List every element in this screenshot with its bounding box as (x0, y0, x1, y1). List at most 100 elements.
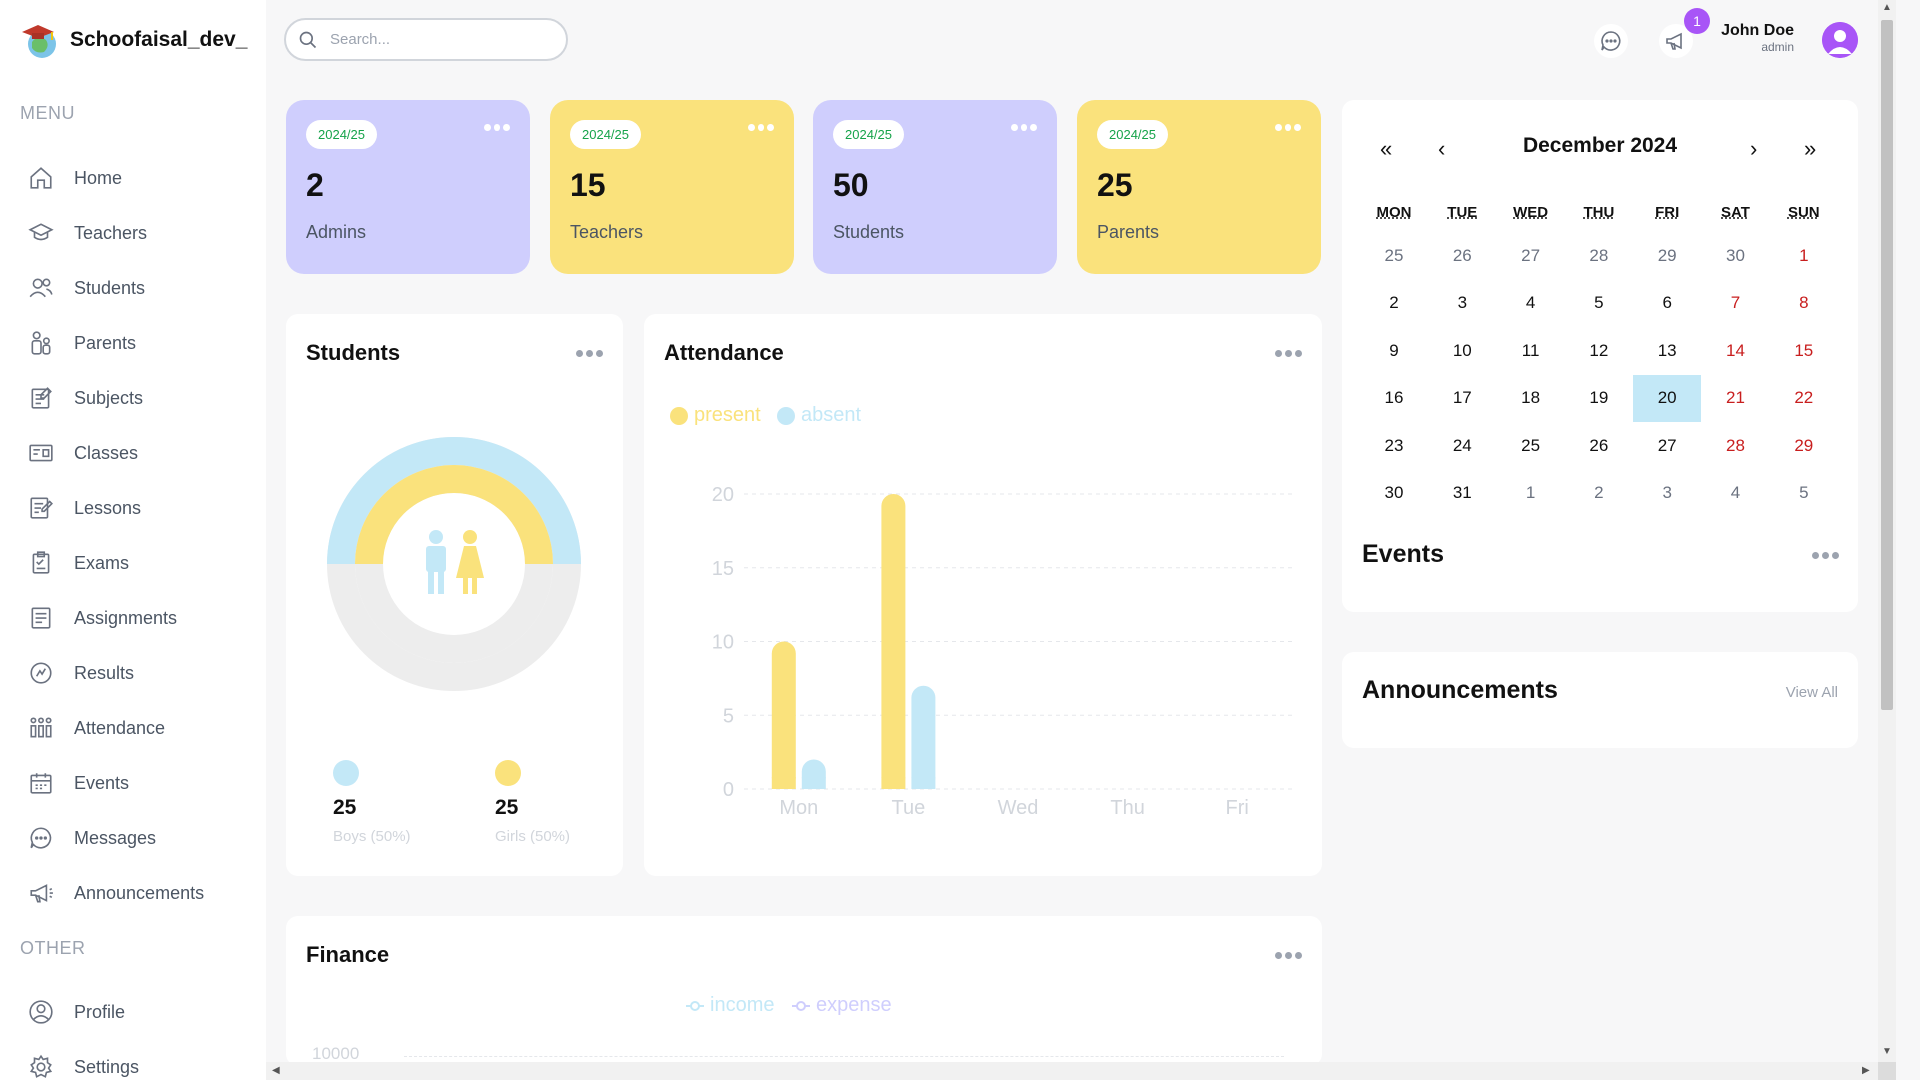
more-icon[interactable] (748, 124, 775, 134)
logo[interactable]: Schoofaisal_dev_ (20, 20, 247, 60)
calendar-day[interactable]: 23 (1384, 435, 1404, 455)
calendar-day[interactable]: 25 (1384, 245, 1404, 265)
legend-expense[interactable]: expense (792, 994, 892, 1017)
sidebar-item-home[interactable]: Home (28, 158, 248, 198)
calendar-weekday: THU (1583, 204, 1615, 221)
calendar-day[interactable]: 12 (1589, 340, 1609, 360)
avatar[interactable] (1822, 22, 1858, 58)
more-icon[interactable] (1011, 124, 1038, 134)
calendar-day[interactable]: 31 (1452, 483, 1472, 502)
vertical-scrollbar[interactable]: ▲ ▼ (1878, 0, 1896, 1062)
sidebar-item-subjects[interactable]: Subjects (28, 378, 248, 418)
calendar-day[interactable]: 15 (1794, 340, 1814, 360)
sidebar-item-profile[interactable]: Profile (28, 992, 248, 1032)
calendar-next-year-button[interactable]: » (1804, 136, 1817, 161)
calendar-day[interactable]: 5 (1799, 483, 1809, 502)
calendar-day[interactable]: 1 (1799, 245, 1809, 265)
messages-button[interactable] (1594, 24, 1628, 58)
calendar-day[interactable]: 21 (1726, 388, 1745, 407)
calendar-day[interactable]: 5 (1594, 293, 1604, 312)
view-all-link[interactable]: View All (1785, 684, 1838, 701)
more-icon[interactable] (484, 124, 511, 134)
more-icon[interactable] (576, 350, 603, 357)
calendar-day[interactable]: 27 (1521, 245, 1541, 265)
calendar-day[interactable]: 13 (1657, 340, 1677, 360)
calendar-day[interactable]: 26 (1589, 435, 1609, 455)
scroll-up-icon[interactable]: ▲ (1882, 2, 1892, 13)
scroll-right-icon[interactable]: ▶ (1862, 1065, 1870, 1076)
calendar-day[interactable]: 28 (1726, 435, 1745, 455)
calendar-day[interactable]: 10 (1452, 340, 1472, 360)
more-icon[interactable] (1275, 124, 1302, 134)
horizontal-scrollbar[interactable]: ◀ ▶ (266, 1062, 1878, 1080)
scroll-down-icon[interactable]: ▼ (1882, 1046, 1892, 1057)
bar-absent-tue[interactable] (911, 685, 936, 789)
gender-radial-chart (327, 437, 582, 691)
search-input[interactable] (330, 31, 550, 48)
sidebar-item-exams[interactable]: Exams (28, 543, 248, 583)
profile-icon (28, 999, 54, 1025)
calendar-day[interactable]: 29 (1657, 245, 1677, 265)
calendar-day[interactable]: 29 (1794, 435, 1814, 455)
calendar-day[interactable]: 27 (1657, 435, 1677, 455)
legend-absent[interactable]: absent (777, 404, 861, 427)
legend-present[interactable]: present (670, 404, 761, 427)
stat-label: Teachers (570, 222, 644, 242)
calendar-panel (1342, 100, 1858, 612)
events-more-icon[interactable] (1812, 552, 1839, 559)
calendar-day[interactable]: 4 (1730, 483, 1741, 502)
calendar-day[interactable]: 25 (1521, 435, 1541, 455)
calendar-day[interactable]: 2 (1389, 293, 1399, 312)
calendar-prev-year-button[interactable]: « (1380, 136, 1393, 161)
calendar-day[interactable]: 6 (1662, 293, 1672, 312)
calendar-day[interactable]: 17 (1452, 388, 1472, 407)
sidebar-item-results[interactable]: Results (28, 653, 248, 693)
calendar-day[interactable]: 30 (1384, 483, 1404, 502)
attendance-icon (28, 715, 54, 741)
sidebar-item-assignments[interactable]: Assignments (28, 598, 248, 638)
sidebar-item-settings[interactable]: Settings (28, 1047, 248, 1080)
sidebar-item-teachers[interactable]: Teachers (28, 213, 248, 253)
stat-card-parents: 2024/25 25 Parents (1077, 100, 1321, 274)
sidebar-item-students[interactable]: Students (28, 268, 248, 308)
sidebar-item-events[interactable]: Events (28, 763, 248, 803)
sidebar-item-attendance[interactable]: Attendance (28, 708, 248, 748)
scroll-left-icon[interactable]: ◀ (272, 1065, 280, 1076)
boys-label: Boys (50%) (333, 828, 411, 845)
sidebar: Schoofaisal_dev_ MENU Home Teachers Stud… (0, 0, 266, 1080)
calendar-day[interactable]: 3 (1662, 483, 1672, 502)
calendar-day[interactable]: 26 (1452, 245, 1472, 265)
calendar-day[interactable]: 30 (1726, 245, 1745, 265)
scrollbar-thumb[interactable] (1881, 20, 1893, 710)
more-icon[interactable] (1275, 952, 1302, 959)
bar-present-mon[interactable] (771, 641, 796, 790)
sidebar-item-lessons[interactable]: Lessons (28, 488, 248, 528)
legend-income[interactable]: income (686, 994, 774, 1017)
calendar-day[interactable]: 9 (1389, 340, 1399, 360)
calendar-day[interactable]: 16 (1384, 388, 1404, 407)
bar-present-tue[interactable] (881, 494, 906, 789)
calendar-day[interactable]: 1 (1525, 483, 1536, 502)
stat-label: Students (833, 222, 905, 242)
calendar-day[interactable]: 20 (1633, 374, 1702, 422)
calendar-next-month-button[interactable]: › (1750, 136, 1758, 161)
calendar-day[interactable]: 28 (1589, 245, 1609, 265)
sidebar-item-classes[interactable]: Classes (28, 433, 248, 473)
calendar-day[interactable]: 11 (1521, 340, 1540, 360)
calendar-day[interactable]: 22 (1794, 388, 1814, 407)
more-icon[interactable] (1275, 350, 1302, 357)
sidebar-item-messages[interactable]: Messages (28, 818, 248, 858)
calendar-day[interactable]: 4 (1525, 293, 1536, 312)
calendar-prev-month-button[interactable]: ‹ (1438, 136, 1446, 161)
calendar-day[interactable]: 19 (1589, 388, 1609, 407)
sidebar-item-parents[interactable]: Parents (28, 323, 248, 363)
calendar-day[interactable]: 14 (1726, 340, 1745, 360)
calendar-day[interactable]: 2 (1594, 483, 1604, 502)
calendar-day[interactable]: 18 (1521, 388, 1541, 407)
sidebar-item-announcements[interactable]: Announcements (28, 873, 248, 913)
calendar-day[interactable]: 24 (1452, 435, 1472, 455)
calendar-day[interactable]: 8 (1799, 293, 1809, 312)
finance-panel: Finance income expense 10000 (286, 916, 1322, 1066)
calendar-day[interactable]: 3 (1457, 293, 1468, 312)
calendar-day[interactable]: 7 (1730, 293, 1741, 312)
